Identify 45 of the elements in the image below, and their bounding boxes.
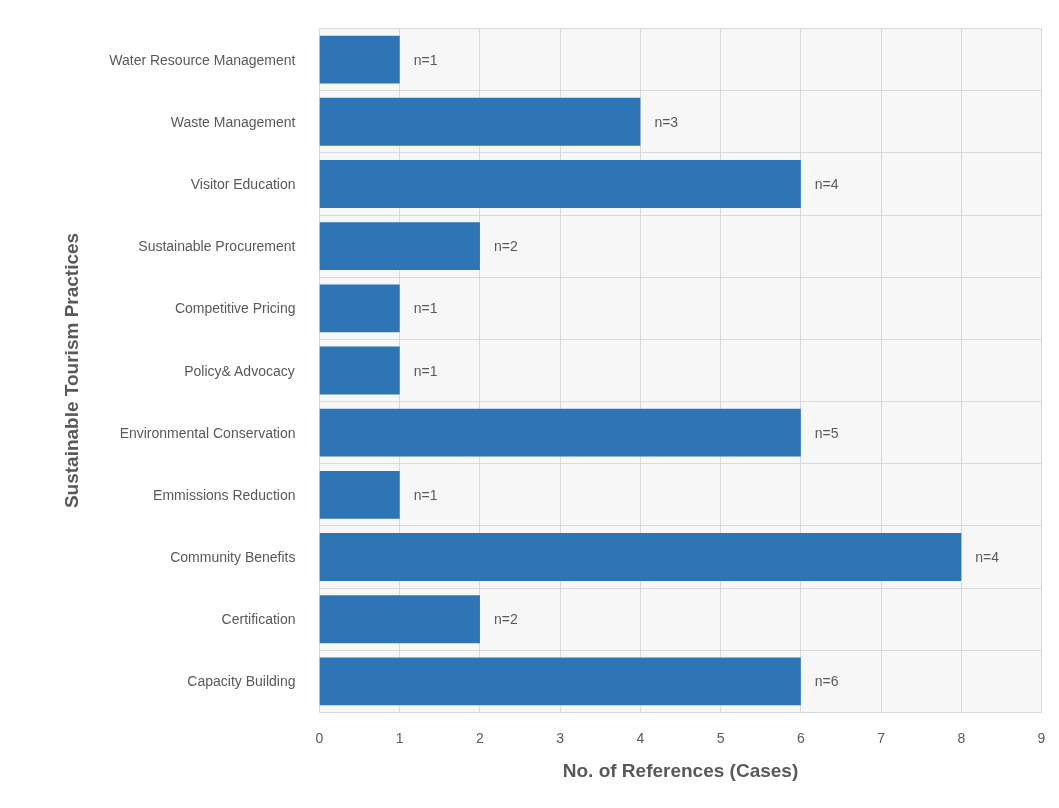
y-tick-label: Waste Management — [170, 113, 296, 130]
y-tick-label: Environmental Conservation — [119, 424, 296, 441]
annotation: n=1 — [413, 362, 438, 379]
bar — [319, 595, 480, 644]
x-tick-label: 2 — [476, 729, 485, 746]
bar — [319, 470, 400, 519]
x-tick-label: 1 — [395, 729, 404, 746]
bar — [319, 160, 801, 208]
annotation: n=2 — [493, 611, 518, 628]
annotation: n=6 — [814, 673, 839, 690]
annotation: n=3 — [654, 113, 679, 130]
annotation: n=1 — [413, 486, 438, 503]
y-tick-label: Sustainable Procurement — [138, 238, 296, 255]
y-tick-label: Certification — [221, 611, 296, 628]
x-tick-label: 6 — [796, 729, 805, 746]
annotation: n=2 — [493, 238, 518, 255]
x-tick-label: 8 — [957, 729, 966, 746]
x-axis-title: No. of References (Cases) — [562, 759, 799, 781]
y-axis-title: Sustainable Tourism Practices — [61, 232, 83, 509]
x-tick-label: 7 — [877, 729, 886, 746]
x-tick-label: 0 — [315, 729, 324, 746]
y-tick-label: Water Resource Management — [109, 51, 296, 68]
x-tick-label: 4 — [636, 729, 645, 746]
y-tick-label: Competitive Pricing — [174, 300, 296, 317]
annotation: n=1 — [413, 51, 438, 68]
annotation: n=4 — [814, 175, 839, 192]
bar — [319, 284, 400, 333]
x-tick-label: 9 — [1037, 729, 1046, 746]
y-tick-label: Visitor Education — [190, 175, 296, 192]
y-tick-label: Policy& Advocacy — [184, 362, 295, 379]
x-tick-label: 5 — [716, 729, 725, 746]
bar — [319, 35, 400, 84]
y-tick-label: Community Benefits — [170, 549, 296, 566]
bar — [319, 408, 801, 457]
bar — [319, 346, 400, 395]
bar — [319, 222, 480, 271]
y-tick-label: Capacity Building — [187, 673, 296, 690]
annotation: n=4 — [975, 549, 1000, 566]
bar — [319, 97, 641, 146]
bar — [319, 533, 962, 581]
bar — [319, 657, 801, 706]
annotation: n=1 — [413, 300, 438, 317]
y-tick-label: Emmissions Reduction — [153, 486, 296, 503]
x-tick-label: 3 — [556, 729, 565, 746]
annotation: n=5 — [814, 424, 839, 441]
